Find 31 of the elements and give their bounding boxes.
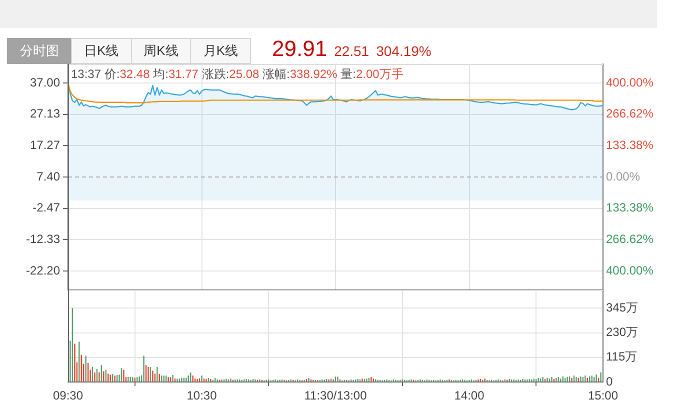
y-tick-label: 7.40 (36, 169, 60, 184)
y2-tick-label: 400.00% (606, 263, 654, 278)
y-tick-label: 115万 (606, 350, 638, 364)
text: 周K线 (144, 42, 178, 60)
x-tick-label: 15:00 (588, 388, 618, 403)
text: 304.19% (376, 43, 432, 59)
y-tick-label: -12.33 (26, 232, 60, 246)
y-tick-label: 37.00 (30, 75, 60, 90)
x-tick-label: 11:30/13:00 (304, 388, 368, 403)
x-tick-label: 14:00 (454, 388, 485, 403)
text: 13:37 价:32.48 均:31.77 涨跌:25.08 涨幅:338.92% 量:2.00万手 (71, 67, 404, 81)
y2-tick-label: 266.62% (606, 232, 654, 246)
y-tick-label: 0 (606, 374, 613, 388)
y-tick-label: 345万 (606, 300, 638, 314)
y2-tick-label: 400.00% (606, 75, 654, 90)
y-tick-label: -2.47 (32, 200, 60, 215)
y-tick-label: 230万 (606, 325, 638, 340)
y2-tick-label: 133.38% (606, 200, 654, 215)
y-tick-label: 17.27 (30, 138, 60, 152)
x-tick-label: 10:30 (186, 388, 218, 403)
y-tick-label: -22.20 (26, 263, 60, 278)
x-tick-label: 09:30 (52, 388, 84, 403)
y2-tick-label: 0.00% (606, 169, 640, 184)
y-tick-label: 27.13 (30, 106, 60, 121)
text: 22.51 (334, 43, 370, 59)
text: 日K线 (84, 42, 119, 60)
y2-tick-label: 133.38% (606, 138, 654, 152)
text: 29.91 (272, 36, 328, 62)
y2-tick-label: 266.62% (606, 106, 654, 121)
text: 分时图 (20, 42, 59, 60)
text: 月K线 (203, 42, 238, 60)
